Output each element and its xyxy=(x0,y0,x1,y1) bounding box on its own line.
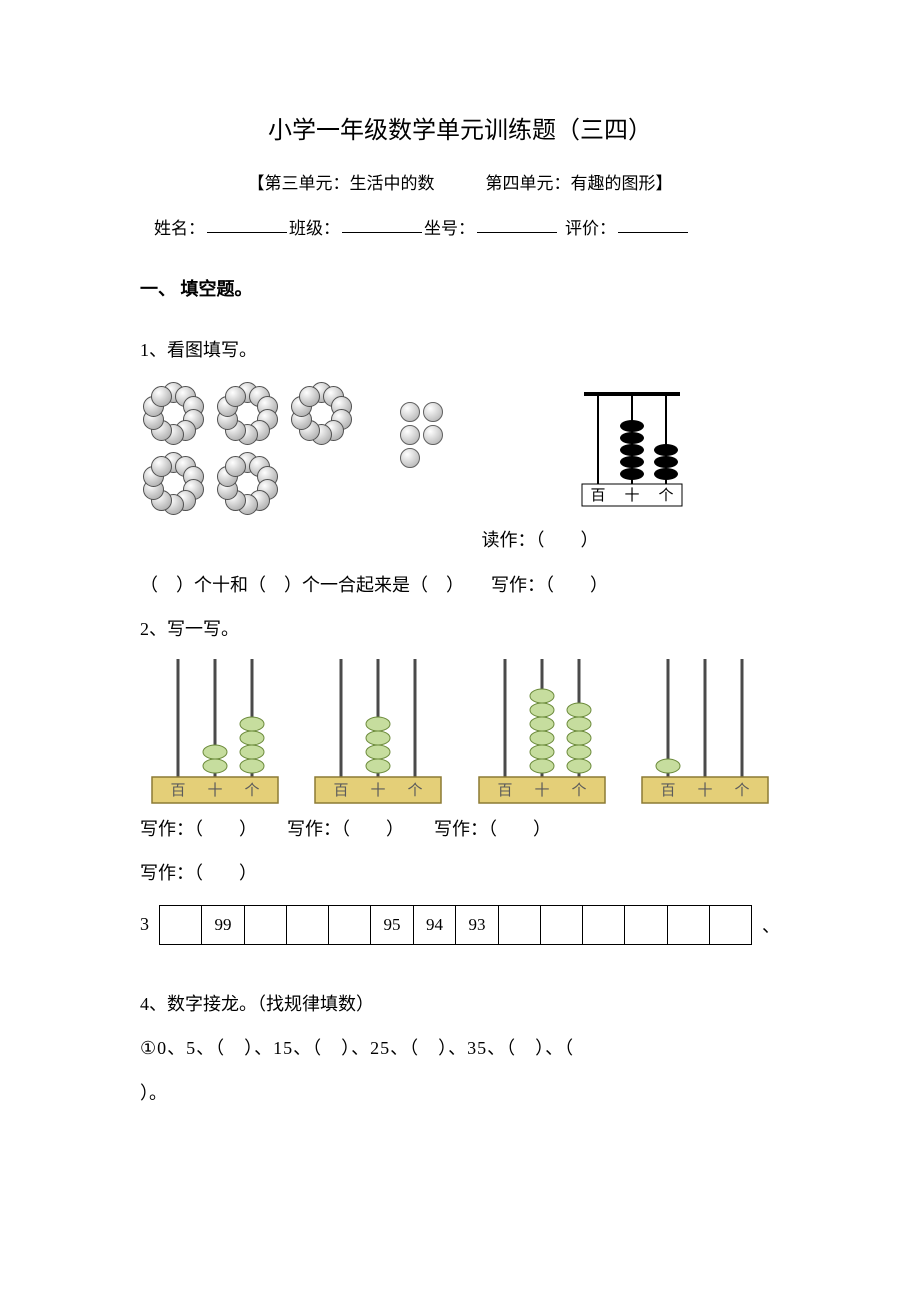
svg-text:十: 十 xyxy=(207,782,222,799)
abacus-item: 百十个 xyxy=(630,659,780,807)
rating-field[interactable] xyxy=(618,214,688,233)
bead-ring xyxy=(214,380,280,446)
seq-cell xyxy=(583,905,625,944)
bead-ring xyxy=(140,450,206,516)
page-subtitle: 【第三单元：生活中的数 第四单元：有趣的图形】 xyxy=(140,169,780,194)
q4-line2: ）。 xyxy=(140,1078,780,1109)
q1-figure-row: 百十个 xyxy=(140,380,780,516)
abacus-item: 百十个 xyxy=(467,659,617,807)
abacus-item: 百十个 xyxy=(140,659,290,807)
seat-field[interactable] xyxy=(477,214,557,233)
abacus-item: 百十个 xyxy=(303,659,453,807)
svg-text:个: 个 xyxy=(734,782,749,799)
seq-cell xyxy=(540,905,582,944)
svg-text:个: 个 xyxy=(244,782,259,799)
q3-row: 3 99 959493 、 xyxy=(140,905,780,945)
bead-ring xyxy=(140,380,206,446)
seq-cell xyxy=(625,905,667,944)
loose-bead xyxy=(400,448,420,468)
loose-bead xyxy=(400,402,420,422)
svg-text:十: 十 xyxy=(371,782,386,799)
q3-number: 3 xyxy=(140,914,149,935)
q1-fill-line: （ ）个十和（ ）个一合起来是（ ） 写作：（ ） xyxy=(140,570,780,601)
loose-bead xyxy=(423,425,443,445)
svg-text:百: 百 xyxy=(590,488,605,504)
section-heading: 一、 填空题。 xyxy=(140,275,780,301)
write-label-1: 写作：（ ） xyxy=(140,815,257,841)
seq-cell xyxy=(286,905,328,944)
write-label-3: 写作：（ ） xyxy=(434,815,551,841)
q2-write-labels-1: 写作：（ ） 写作：（ ） 写作：（ ） xyxy=(140,815,780,841)
name-label: 姓名： xyxy=(154,214,205,239)
seq-cell: 95 xyxy=(371,905,414,944)
svg-text:十: 十 xyxy=(624,487,639,504)
abacus-right: 百十个 xyxy=(572,388,692,508)
seq-cell xyxy=(667,905,709,944)
write-label-2: 写作：（ ） xyxy=(287,815,404,841)
name-field[interactable] xyxy=(207,214,287,233)
loose-bead xyxy=(423,402,443,422)
q1-read-label: 读作：（ ） xyxy=(140,526,780,552)
seq-cell xyxy=(329,905,371,944)
svg-text:百: 百 xyxy=(334,783,349,799)
seq-cell: 94 xyxy=(413,905,456,944)
svg-text:百: 百 xyxy=(170,783,185,799)
seat-label: 坐号： xyxy=(424,214,475,239)
bead-rings-group xyxy=(140,380,370,516)
q4-prompt: 4、数字接龙。（找规律填数） xyxy=(140,989,780,1020)
write-label-4: 写作：（ ） xyxy=(140,863,257,883)
q3-trailing: 、 xyxy=(762,912,780,938)
seq-cell xyxy=(244,905,286,944)
seq-cell xyxy=(709,905,751,944)
bead-ring xyxy=(288,380,354,446)
worksheet-page: 小学一年级数学单元训练题（三四） 【第三单元：生活中的数 第四单元：有趣的图形】… xyxy=(0,0,920,1203)
seq-cell: 93 xyxy=(456,905,499,944)
q4-line1: ①0、5、（ ）、15、（ ）、25、（ ）、35、（ ）、（ xyxy=(140,1033,780,1064)
bead-ring xyxy=(214,450,280,516)
student-header: 姓名： 班级： 坐号： 评价： xyxy=(140,214,780,239)
loose-beads-group xyxy=(400,402,462,468)
svg-text:十: 十 xyxy=(697,782,712,799)
q2-prompt: 2、写一写。 xyxy=(140,614,780,645)
svg-text:百: 百 xyxy=(497,783,512,799)
seq-cell xyxy=(160,905,202,944)
seq-cell: 99 xyxy=(202,905,245,944)
q2-abaci-row: 百十个百十个百十个百十个 xyxy=(140,659,780,807)
q2-write-labels-2: 写作：（ ） xyxy=(140,859,780,885)
svg-text:百: 百 xyxy=(660,783,675,799)
q1-prompt: 1、看图填写。 xyxy=(140,335,780,366)
class-field[interactable] xyxy=(342,214,422,233)
q3-sequence-table: 99 959493 xyxy=(159,905,752,945)
svg-text:十: 十 xyxy=(534,782,549,799)
seq-cell xyxy=(498,905,540,944)
page-title: 小学一年级数学单元训练题（三四） xyxy=(140,110,780,145)
class-label: 班级： xyxy=(289,214,340,239)
svg-text:个: 个 xyxy=(571,782,586,799)
loose-bead xyxy=(400,425,420,445)
rating-label: 评价： xyxy=(565,214,616,239)
svg-text:个: 个 xyxy=(658,487,673,504)
svg-text:个: 个 xyxy=(408,782,423,799)
